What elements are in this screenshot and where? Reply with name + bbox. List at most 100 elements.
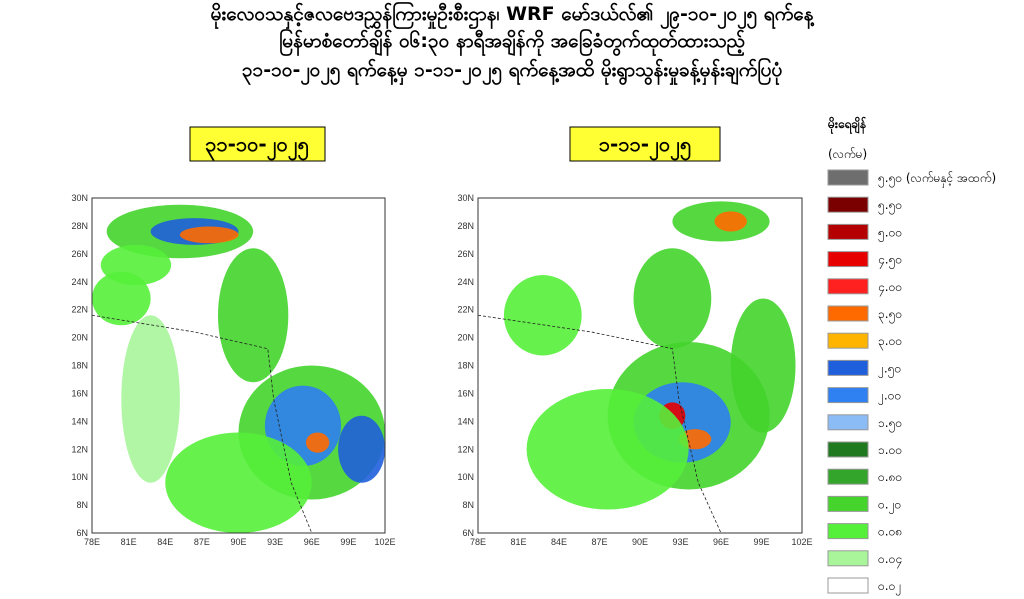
lon-label: 81E <box>121 537 137 547</box>
lat-label: 10N <box>71 472 88 482</box>
legend-label: ၀.၀၂ <box>878 579 901 596</box>
lon-label: 87E <box>194 537 210 547</box>
legend-label: ၀.၈၀ <box>878 470 902 484</box>
date-box <box>189 126 326 162</box>
legend-swatch <box>827 441 869 458</box>
legend-label: ၄.၀၀ <box>878 280 902 297</box>
lat-label: 8N <box>76 500 88 510</box>
lat-label: 12N <box>457 444 474 454</box>
lat-label: 16N <box>457 388 474 398</box>
rain-area <box>338 415 385 483</box>
coastline <box>478 314 722 533</box>
legend-swatch <box>827 523 869 540</box>
lat-label: 28N <box>71 221 88 231</box>
legend-label: ၁.၅၀ <box>878 416 902 433</box>
lon-label: 90E <box>632 537 648 547</box>
lat-label: 10N <box>457 472 474 482</box>
lat-label: 18N <box>71 361 88 371</box>
lat-label: 14N <box>457 416 474 426</box>
legend-label: ၂.၅၀ <box>878 361 901 378</box>
lat-label: 16N <box>71 388 88 398</box>
rain-area <box>92 271 151 326</box>
lat-label: 28N <box>457 221 474 231</box>
legend-swatch <box>827 414 869 431</box>
lat-label: 26N <box>457 249 474 259</box>
rain-area <box>714 211 747 232</box>
legend-label: ၃.၅၀ <box>878 307 902 324</box>
legend-unit: (လက်မ) <box>828 146 867 161</box>
title-line: မိုးလေဝသနှင့်ဇလဗေဒညွှန်ကြားမှုဦးစီးဌာန၊ … <box>211 0 815 30</box>
lat-label: 12N <box>71 444 88 454</box>
rain-area <box>179 226 239 244</box>
lat-label: 18N <box>457 361 474 371</box>
title-line: ၃၁-၁၀-၂၀၂၅ ရက်နေ့မှ ၁-၁၁-၂၀၂၅ ရက်နေ့အထိ … <box>242 56 782 86</box>
lat-label: 30N <box>457 193 474 203</box>
legend-swatch <box>827 169 869 186</box>
legend-label: ၀.၀၄ <box>878 552 902 569</box>
legend-label: ၃.၀၀ <box>878 334 902 351</box>
coastline <box>92 314 313 533</box>
legend-swatch <box>827 332 869 349</box>
legend-swatch <box>827 495 869 512</box>
map-frame <box>91 197 386 534</box>
map-frame <box>477 197 803 534</box>
lon-label: 84E <box>157 537 173 547</box>
lat-label: 14N <box>71 416 88 426</box>
lat-label: 30N <box>71 193 88 203</box>
lat-label: 22N <box>71 305 88 315</box>
legend-swatch <box>827 468 869 485</box>
lat-label: 22N <box>457 305 474 315</box>
rain-area <box>217 248 289 383</box>
lat-label: 24N <box>457 277 474 287</box>
rain-area <box>165 432 312 533</box>
lon-label: 78E <box>470 537 486 547</box>
rain-area <box>503 275 582 356</box>
lon-label: 93E <box>672 537 688 547</box>
legend-swatch <box>827 305 869 322</box>
legend-label: ၅.၀၀ <box>878 225 902 242</box>
legend-swatch <box>827 387 869 404</box>
legend-label: ၂.၀၀ <box>878 389 901 406</box>
lon-label: 99E <box>753 537 769 547</box>
lon-label: 81E <box>510 537 526 547</box>
lat-label: 24N <box>71 277 88 287</box>
map-panel <box>478 198 802 533</box>
rain-area <box>305 432 330 453</box>
rain-area <box>121 315 180 483</box>
lon-label: 96E <box>713 537 729 547</box>
rain-area <box>633 248 712 349</box>
lat-label: 6N <box>462 528 474 538</box>
lon-label: 96E <box>304 537 320 547</box>
lon-label: 84E <box>551 537 567 547</box>
legend-swatch <box>827 359 869 376</box>
legend-swatch <box>827 251 869 268</box>
legend-swatch <box>827 196 869 213</box>
legend-swatch <box>827 278 869 295</box>
lon-label: 93E <box>267 537 283 547</box>
lon-label: 90E <box>230 537 246 547</box>
lat-label: 26N <box>71 249 88 259</box>
date-box <box>569 126 721 162</box>
lat-label: 20N <box>457 333 474 343</box>
lon-label: 87E <box>591 537 607 547</box>
lon-label: 102E <box>791 537 812 547</box>
legend-label: ၄.၅၀ <box>878 253 902 270</box>
legend-label: ၀.၀၈ <box>878 525 902 539</box>
lon-label: 78E <box>84 537 100 547</box>
legend-label: ၁.၀၀ <box>878 443 902 457</box>
rain-area <box>526 388 689 510</box>
legend-label: ၀.၂၀ <box>878 497 901 514</box>
legend-swatch <box>827 550 869 567</box>
lat-label: 8N <box>462 500 474 510</box>
legend-label: ၅.၅၀ <box>878 198 902 215</box>
legend-swatch <box>827 577 869 594</box>
legend-swatch <box>827 223 869 240</box>
title-line: မြန်မာစံတော်ချိန် ၀၆:၃၀ နာရီအချိန်ကို အခ… <box>279 27 745 57</box>
legend-label: ၅.၅၀ (လက်မနှင့် အထက်) <box>878 170 996 188</box>
lat-label: 6N <box>76 528 88 538</box>
lon-label: 99E <box>340 537 356 547</box>
map-panel <box>92 198 385 533</box>
lon-label: 102E <box>374 537 395 547</box>
